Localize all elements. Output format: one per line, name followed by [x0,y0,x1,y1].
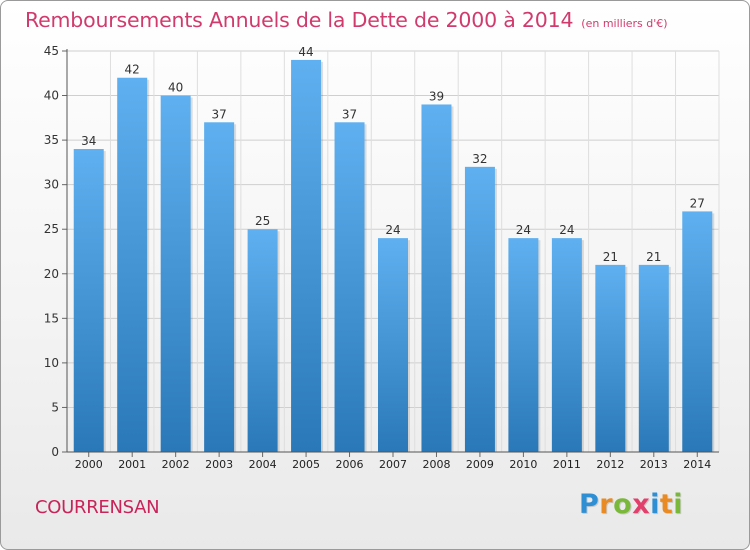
ytick-label-10: 10 [44,356,59,370]
chart-unit-note: (en milliers d'€) [581,17,668,30]
logo-letter: r [599,489,614,520]
bar-2012 [595,264,626,452]
ytick-label-0: 0 [51,445,59,459]
xtick-label-2008: 2008 [422,458,450,471]
logo-letter: t [659,489,674,520]
ytick-label-30: 30 [44,178,59,192]
data-label-2014: 27 [690,196,705,210]
logo-letter: o [613,489,633,520]
location-name: COURRENSAN [35,497,160,518]
bar-2003 [204,122,235,453]
xtick-label-2014: 2014 [683,458,711,471]
logo-letter: P [579,489,600,520]
bar-2010 [508,238,539,452]
data-label-2002: 40 [168,81,183,95]
bar-2008 [421,104,452,452]
bar-2007 [378,238,408,452]
xtick-label-2012: 2012 [596,458,624,471]
data-label-2010: 24 [516,223,531,237]
data-label-2003: 37 [211,107,226,121]
bar-2004 [247,229,278,452]
xtick-label-2002: 2002 [162,458,190,471]
xtick-label-2007: 2007 [379,458,407,471]
data-label-2012: 21 [603,250,618,264]
bar-2011 [551,238,582,452]
data-label-2001: 42 [125,63,140,77]
bar-2005 [291,59,322,453]
ytick-label-45: 45 [44,44,59,58]
data-label-2005: 44 [298,45,313,59]
bar-2009 [464,166,495,452]
ytick-label-15: 15 [44,311,59,325]
xtick-label-2003: 2003 [205,458,233,471]
data-label-2006: 37 [342,107,357,121]
data-label-2004: 25 [255,214,270,228]
xtick-label-2004: 2004 [249,458,277,471]
data-label-2011: 24 [559,223,574,237]
labels: 0 5 10 15 20 25 30 35 40 45 34 2000 42 2001 40 2002 37 20… [44,44,712,471]
xtick-label-2005: 2005 [292,458,320,471]
bar-2000 [73,149,104,452]
axes [62,49,719,457]
xtick-label-2010: 2010 [509,458,537,471]
bar-2013 [638,264,669,452]
bars [73,59,715,453]
ytick-label-5: 5 [51,400,59,414]
ytick-label-20: 20 [44,267,59,281]
data-label-2013: 21 [646,250,661,264]
ytick-label-35: 35 [44,133,59,147]
bar-2014 [682,211,713,452]
chart-title: Remboursements Annuels de la Dette de 20… [25,8,668,32]
xtick-label-2001: 2001 [118,458,146,471]
data-label-2009: 32 [472,152,487,166]
xtick-label-2011: 2011 [553,458,581,471]
xtick-label-2009: 2009 [466,458,494,471]
logo-letter: i [650,489,660,520]
xtick-label-2006: 2006 [336,458,364,471]
xtick-label-2000: 2000 [75,458,103,471]
ytick-label-40: 40 [44,89,59,103]
data-label-2008: 39 [429,89,444,103]
chart-title-text: Remboursements Annuels de la Dette de 20… [25,8,574,32]
xtick-label-2013: 2013 [640,458,668,471]
logo-letter: x [632,489,651,520]
bar-2002 [160,95,191,453]
logo-letter: i [673,489,684,520]
data-label-2000: 34 [81,134,96,148]
proxiti-logo: Proxiti [579,489,683,520]
ytick-label-25: 25 [44,222,59,236]
bar-2001 [117,77,148,452]
data-label-2007: 24 [385,223,400,237]
bar-2006 [334,122,365,453]
